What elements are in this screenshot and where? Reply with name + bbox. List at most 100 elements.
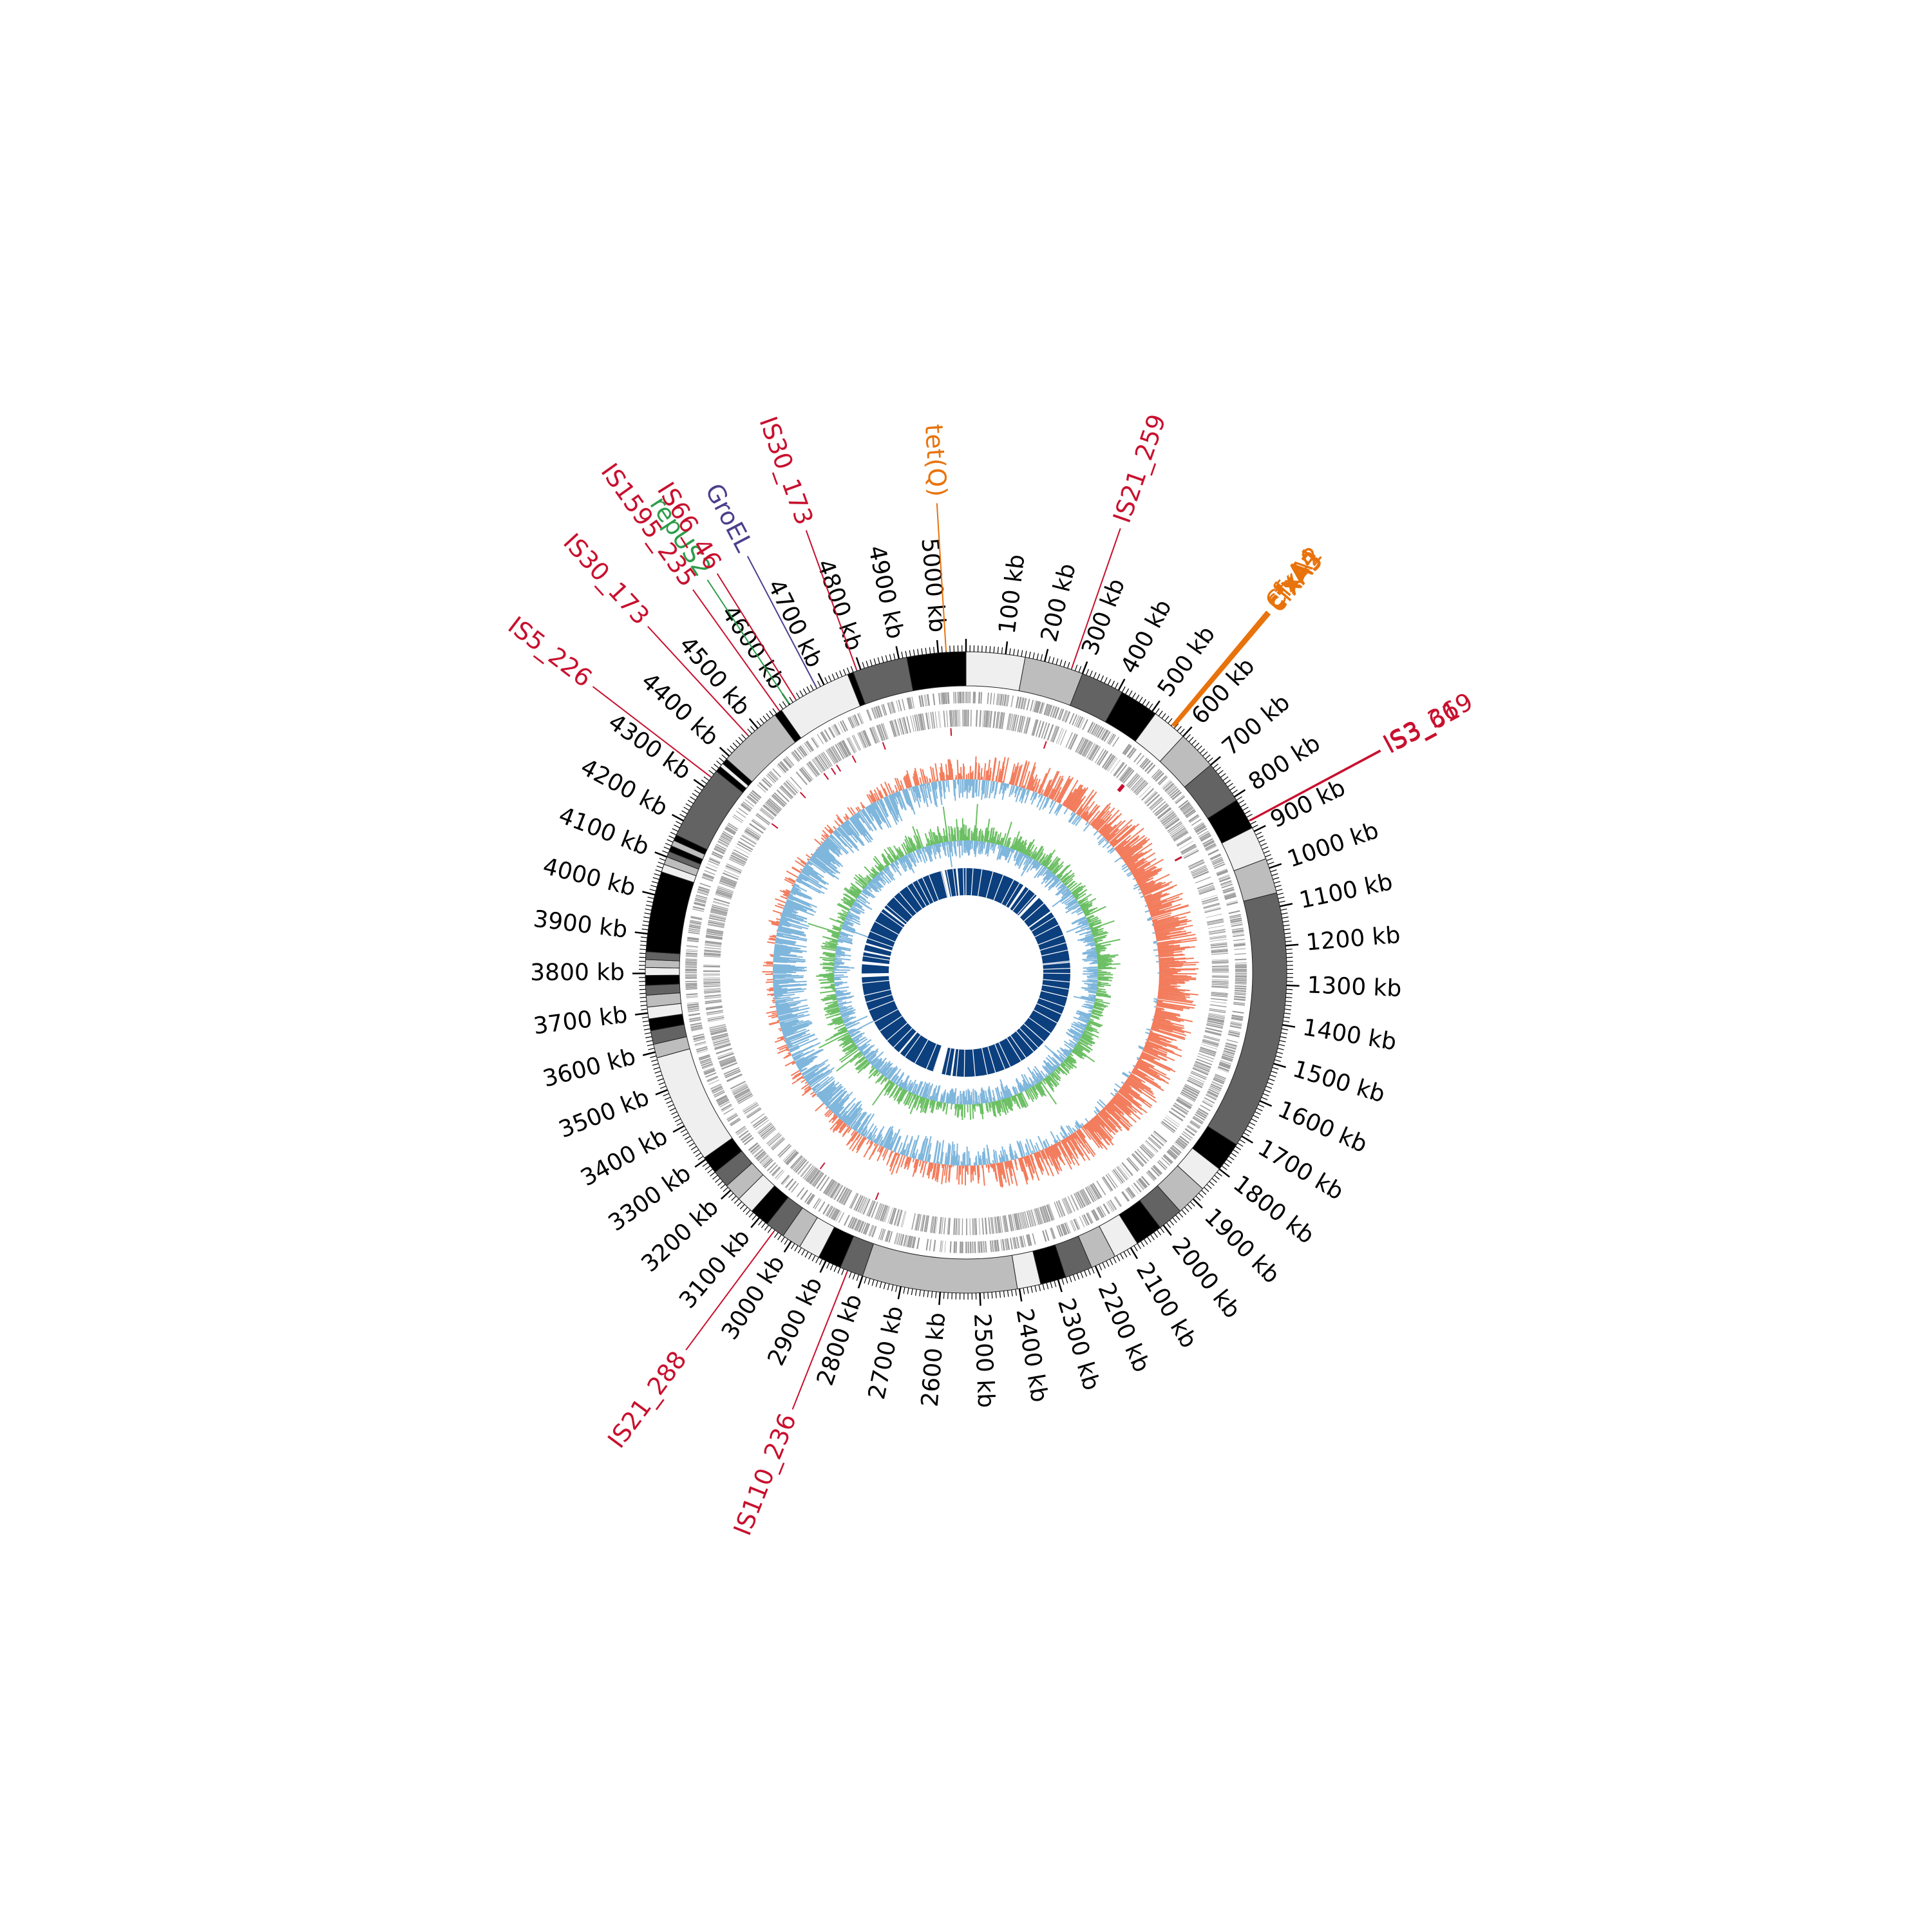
minor-tick: [831, 674, 835, 680]
gc-skew-bar: [1090, 1119, 1114, 1146]
gene-block: [1167, 786, 1177, 795]
gene-block: [693, 1037, 705, 1041]
scale-tick-label: 3600 kb: [540, 1043, 638, 1092]
gene-block: [1041, 1206, 1047, 1223]
gc-content-bar: [1034, 1066, 1045, 1079]
gc-skew-bar: [1139, 873, 1170, 889]
gene-block: [1206, 913, 1222, 918]
gc-content-bar: [1052, 1072, 1061, 1082]
minor-tick: [1224, 1162, 1230, 1167]
gene-block: [893, 1209, 900, 1226]
gc-skew-bar: [897, 1142, 903, 1154]
gc-content-bar: [1016, 836, 1023, 851]
gc-skew-bar: [914, 1159, 920, 1173]
gene-block: [1026, 1234, 1030, 1247]
gc-content-bar: [1035, 1072, 1042, 1081]
gc-content-bar: [1036, 1084, 1044, 1096]
gc-content-bar: [1086, 975, 1098, 978]
gene-block: [1217, 870, 1229, 876]
gene-block: [1119, 766, 1130, 781]
gc-skew-bar: [777, 1036, 784, 1039]
gc-skew-bar: [927, 1142, 932, 1162]
minor-tick: [1133, 1245, 1138, 1252]
gene-block: [1182, 1131, 1193, 1139]
gene-block: [1062, 710, 1068, 722]
gc-content-bar: [1043, 1059, 1054, 1072]
gene-block: [1150, 1134, 1164, 1146]
gc-skew-bar: [775, 940, 795, 945]
gc-skew-bar: [1126, 871, 1132, 876]
gene-block: [775, 1170, 784, 1179]
gene-block: [1172, 829, 1188, 840]
gc-skew-bar: [781, 1021, 811, 1032]
gene-block: [1148, 1137, 1161, 1150]
gc-content-bar: [1083, 1033, 1094, 1040]
gc-skew-bar: [1145, 1043, 1168, 1054]
gc-skew-bar: [1126, 1078, 1156, 1099]
gene-block: [1174, 1103, 1189, 1113]
gene-block: [694, 902, 706, 906]
gene-block: [763, 777, 773, 786]
gc-content-bar: [1080, 996, 1095, 1001]
major-tick: [1192, 1198, 1203, 1209]
gc-skew-bar: [1088, 810, 1101, 824]
minor-tick: [657, 1078, 664, 1081]
gene-block: [752, 1146, 762, 1155]
minor-tick: [715, 1178, 721, 1183]
gene-block: [804, 1166, 815, 1180]
gc-content-bar: [1045, 1057, 1057, 1069]
gc-skew-bar: [868, 793, 875, 804]
gc-skew-bar: [1121, 839, 1147, 858]
gene-block: [1068, 733, 1076, 750]
gene-block: [940, 1240, 943, 1253]
gene-block: [1188, 1077, 1204, 1086]
gene-block: [1012, 714, 1018, 732]
gene-block: [1183, 1087, 1198, 1095]
gene-block: [761, 779, 772, 788]
minor-tick: [1277, 1048, 1284, 1050]
gene-block: [1198, 888, 1216, 895]
gene-block: [892, 701, 896, 713]
gene-block: [1218, 874, 1229, 879]
gc-skew-bar: [992, 781, 996, 791]
gc-content-bar: [1084, 933, 1093, 937]
gene-block: [717, 841, 728, 848]
gene-block: [722, 872, 739, 880]
gene-block: [1190, 1072, 1207, 1080]
gc-content-bar: [1097, 956, 1104, 959]
gene-block: [767, 799, 781, 811]
gene-block: [1208, 1014, 1226, 1018]
minor-tick: [741, 734, 746, 740]
gc-skew-bar: [914, 786, 919, 798]
gc-skew-bar: [914, 1155, 916, 1159]
gc-content-bar: [1040, 1070, 1046, 1078]
gene-block: [894, 1233, 898, 1244]
gene-block: [686, 951, 698, 952]
gc-skew-bar: [1044, 797, 1050, 808]
gene-block: [893, 719, 898, 736]
gc-skew-bar: [789, 893, 793, 896]
gene-block: [1197, 1110, 1208, 1117]
gc-skew-bar: [879, 1139, 884, 1146]
gene-block: [705, 936, 723, 940]
gene-block: [779, 761, 788, 772]
scale-tick-label: 3800 kb: [530, 960, 625, 986]
gene-block: [685, 969, 697, 971]
gc-skew-bar: [857, 1136, 865, 1148]
gene-block: [1199, 1050, 1216, 1056]
gc-skew-bar: [779, 1014, 810, 1024]
minor-tick: [676, 1122, 683, 1126]
gc-skew-bar: [878, 799, 889, 818]
gc-content-bar: [1078, 1030, 1084, 1034]
minor-tick: [1186, 734, 1191, 740]
gene-block: [1235, 976, 1247, 978]
minor-tick: [1231, 790, 1238, 794]
gc-skew-bar: [1102, 841, 1110, 848]
gc-skew-bar: [1084, 822, 1088, 826]
gc-skew-bar: [1005, 1161, 1009, 1170]
gene-block: [705, 943, 722, 947]
gene-block: [1090, 1184, 1099, 1200]
gc-skew-bar: [1123, 853, 1135, 862]
minor-tick: [1160, 1227, 1165, 1233]
gene-block: [1081, 1215, 1088, 1226]
